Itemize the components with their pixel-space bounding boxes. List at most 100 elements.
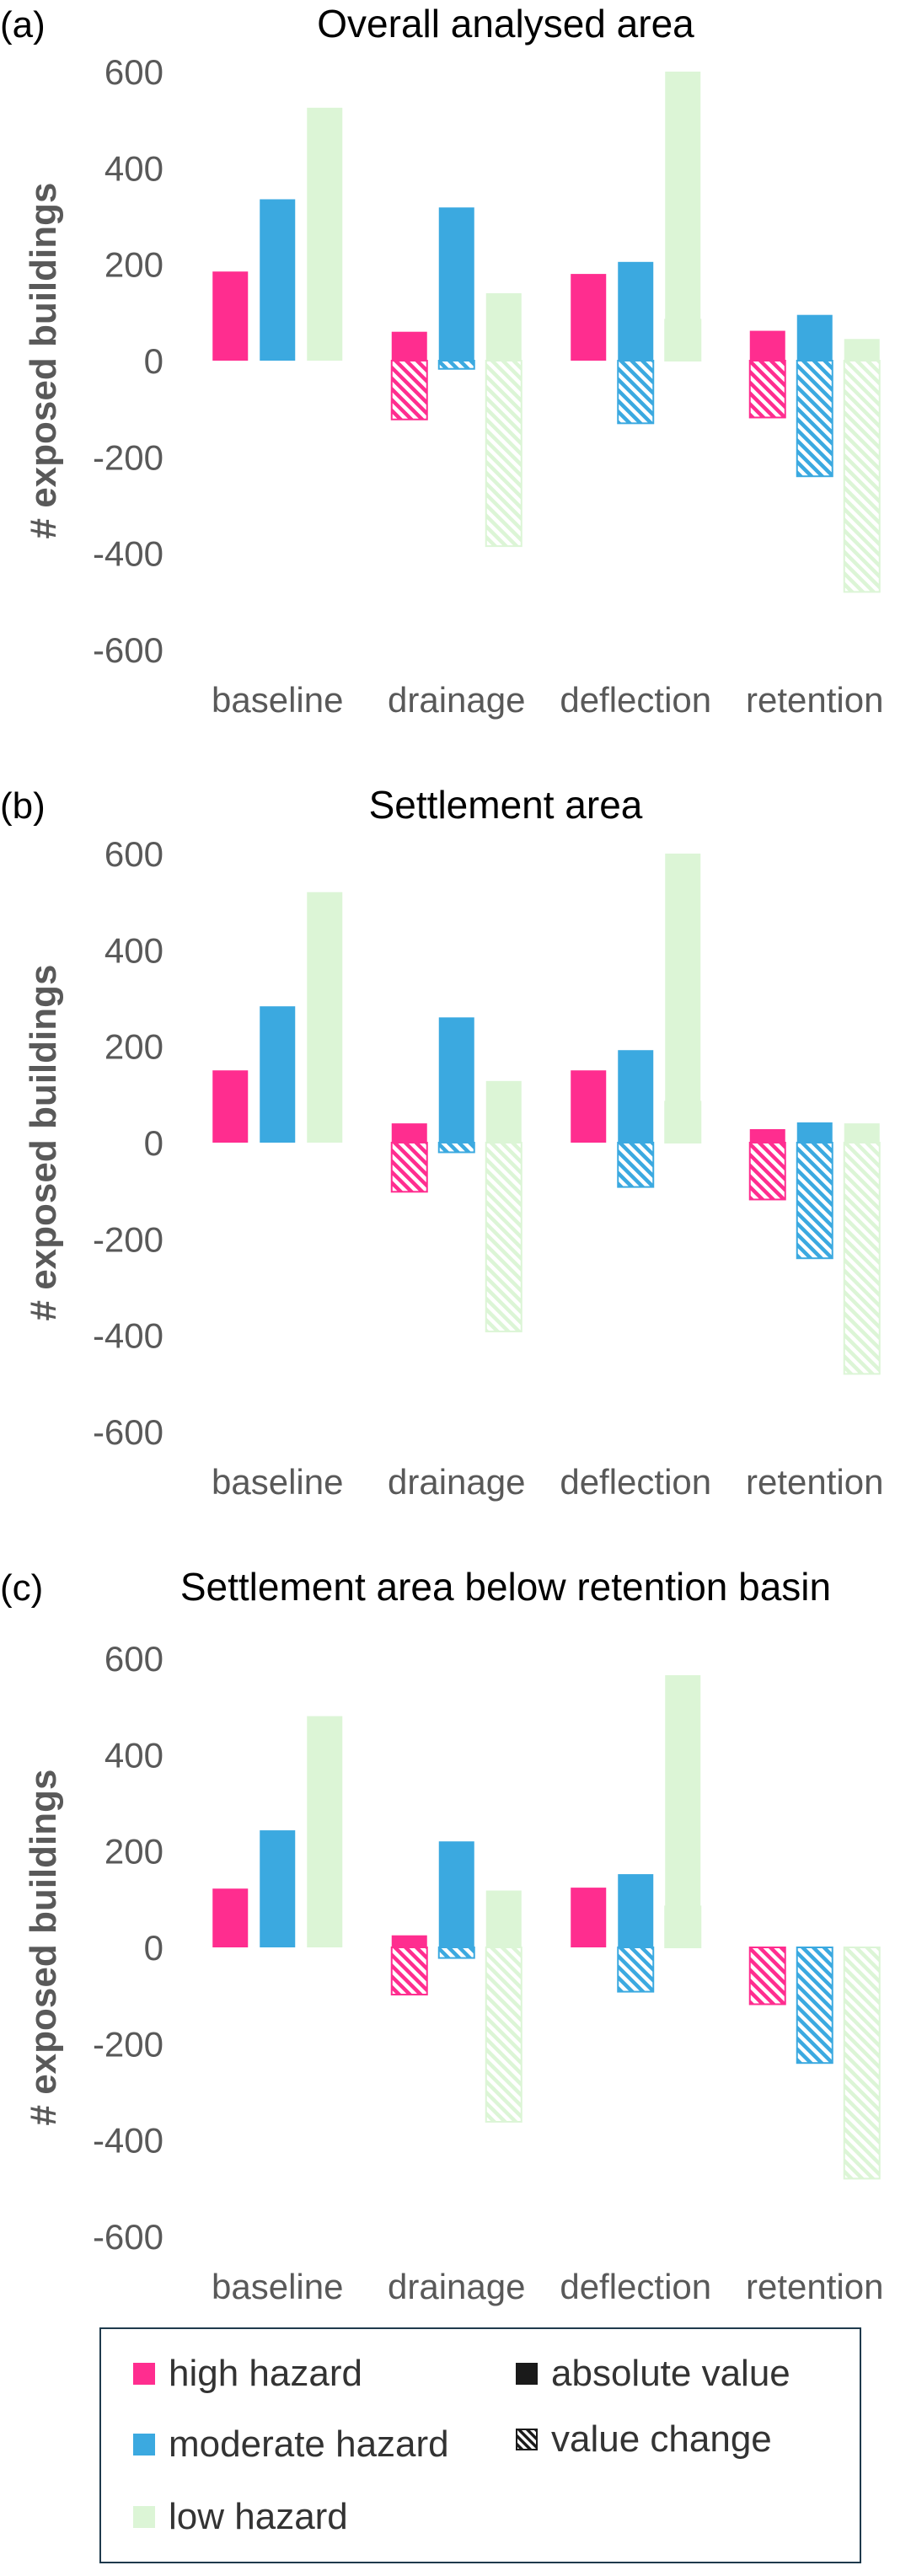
bar-absolute-high xyxy=(571,274,607,361)
bar-absolute-high xyxy=(212,1888,249,1947)
y-tick-label: 600 xyxy=(104,1639,163,1679)
bar-change-high xyxy=(748,1142,786,1201)
y-tick-label: 200 xyxy=(104,1832,163,1872)
bar-change-low xyxy=(843,360,881,593)
y-tick-label: 400 xyxy=(104,930,163,970)
bar-absolute-high xyxy=(571,1888,607,1947)
legend-item-change: value change xyxy=(516,2418,772,2461)
legend-label-absolute: absolute value xyxy=(551,2353,790,2394)
y-tick-label: 600 xyxy=(104,52,163,92)
bar-absolute-high xyxy=(212,1070,249,1143)
panel-label: (c) xyxy=(0,1567,43,1609)
bar-absolute-high xyxy=(391,1935,427,1947)
bar-absolute-moderate xyxy=(618,261,654,361)
bar-absolute-low xyxy=(485,292,522,361)
bar-change-moderate xyxy=(617,360,655,425)
bar-absolute-moderate xyxy=(618,1874,654,1947)
bar-change-high xyxy=(748,1947,786,2006)
bar-absolute-low xyxy=(307,892,343,1143)
y-tick-label: -600 xyxy=(93,630,163,670)
bar-absolute-moderate xyxy=(260,1830,296,1947)
chart-panel-3: (c) Settlement area below retention basin… xyxy=(0,1565,883,2306)
x-tick-label: retention xyxy=(746,2267,883,2306)
legend-swatch-change xyxy=(516,2429,538,2450)
bar-absolute-low xyxy=(485,1890,522,1947)
legend: high hazard moderate hazard low hazard a… xyxy=(99,2327,861,2563)
bar-change-moderate xyxy=(437,1947,475,1959)
y-tick-label: -400 xyxy=(93,534,163,574)
y-tick-label: -600 xyxy=(93,1412,163,1452)
y-axis-label: # exposed buildings xyxy=(23,965,64,1321)
legend-item-high: high hazard xyxy=(133,2353,362,2395)
bar-change-moderate xyxy=(617,1947,655,1993)
chart-panel-1: (a) Overall analysed area # exposed buildi… xyxy=(0,2,883,720)
bar-absolute-low xyxy=(844,339,880,361)
y-tick-label: 0 xyxy=(144,1123,163,1163)
bar-absolute-moderate xyxy=(438,1017,474,1143)
bar-change-high xyxy=(390,360,428,420)
bar-change-high xyxy=(390,1947,428,1996)
x-tick-label: retention xyxy=(746,1462,883,1502)
y-tick-label: 0 xyxy=(144,341,163,381)
bar-change-low xyxy=(485,360,522,548)
bar-absolute-high xyxy=(749,330,785,361)
bar-absolute-high xyxy=(391,331,427,361)
legend-swatch-absolute xyxy=(516,2363,538,2385)
legend-item-low: low hazard xyxy=(133,2496,348,2538)
bar-absolute-moderate xyxy=(796,1122,833,1143)
x-tick-label: deflection xyxy=(560,1462,711,1502)
bar-change-moderate xyxy=(617,1142,655,1188)
legend-swatch-high xyxy=(133,2363,155,2385)
bar-absolute-moderate xyxy=(260,1006,296,1143)
x-tick-label: baseline xyxy=(212,2267,343,2306)
chart-title: Settlement area xyxy=(369,783,643,827)
bar-absolute-low xyxy=(307,107,343,361)
x-tick-label: baseline xyxy=(212,1462,343,1502)
y-tick-label: 400 xyxy=(104,1735,163,1775)
bar-absolute-high xyxy=(391,1123,427,1143)
y-axis-label: # exposed buildings xyxy=(23,1770,64,2126)
bar-change-high xyxy=(390,1142,428,1193)
bar-absolute-low xyxy=(485,1080,522,1143)
bar-absolute-high xyxy=(571,1070,607,1143)
bar-absolute-moderate xyxy=(438,1841,474,1947)
y-tick-label: -600 xyxy=(93,2217,163,2257)
x-tick-label: drainage xyxy=(388,2267,525,2306)
y-tick-label: 200 xyxy=(104,1027,163,1067)
bar-absolute-moderate xyxy=(438,207,474,361)
chart-title: Overall analysed area xyxy=(317,2,694,46)
bar-change-high xyxy=(748,360,786,419)
y-tick-label: -200 xyxy=(93,2024,163,2064)
bar-change-low xyxy=(485,1142,522,1333)
y-axis-label: # exposed buildings xyxy=(23,183,64,539)
chart-panel-2: (b) Settlement area # exposed buildings 600… xyxy=(0,783,883,1502)
x-tick-label: drainage xyxy=(388,680,525,720)
bar-absolute-high xyxy=(212,271,249,361)
bar-absolute-moderate xyxy=(796,314,833,361)
legend-label-moderate: moderate hazard xyxy=(169,2423,449,2465)
panel-label: (a) xyxy=(0,4,46,46)
y-tick-label: 600 xyxy=(104,834,163,874)
bar-absolute-low xyxy=(307,1716,343,1947)
bar-change-moderate xyxy=(796,360,833,478)
panel-label: (b) xyxy=(0,785,46,827)
legend-swatch-low xyxy=(133,2506,155,2528)
chart-title: Settlement area below retention basin xyxy=(180,1565,831,1609)
bar-change-moderate xyxy=(437,360,475,370)
legend-label-low: low hazard xyxy=(169,2496,348,2537)
bar-change-low xyxy=(843,1142,881,1375)
y-tick-label: -400 xyxy=(93,2121,163,2161)
legend-item-absolute: absolute value xyxy=(516,2353,790,2395)
x-tick-label: baseline xyxy=(212,680,343,720)
x-tick-label: deflection xyxy=(560,2267,711,2306)
x-tick-label: retention xyxy=(746,680,883,720)
bar-absolute-low xyxy=(665,71,701,361)
y-tick-label: -400 xyxy=(93,1316,163,1356)
bar-change-moderate xyxy=(796,1947,833,2065)
legend-label-change: value change xyxy=(551,2418,772,2460)
bar-absolute-high xyxy=(749,1128,785,1143)
bar-change-low xyxy=(485,1947,522,2123)
y-tick-label: -200 xyxy=(93,437,163,477)
bar-absolute-moderate xyxy=(618,1050,654,1143)
y-tick-label: -200 xyxy=(93,1219,163,1259)
